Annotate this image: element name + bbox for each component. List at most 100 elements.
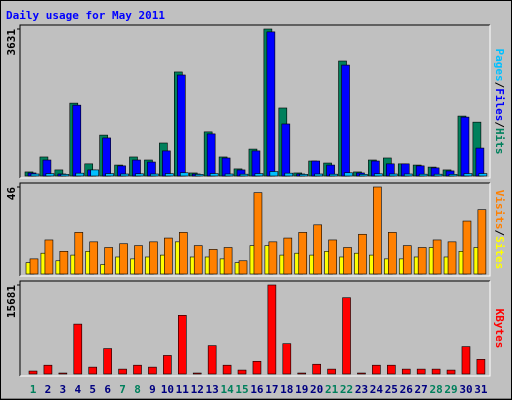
bar (180, 172, 189, 177)
chart-title: Daily usage for May 2011 (6, 9, 165, 22)
bar (387, 364, 396, 375)
x-tick-label: 9 (149, 383, 156, 396)
bar (417, 247, 427, 275)
x-tick-label: 23 (355, 383, 368, 396)
bar (194, 174, 204, 177)
bar (328, 239, 337, 275)
bar (179, 232, 188, 275)
bar (282, 343, 292, 375)
bar (58, 372, 68, 375)
x-tick-label: 18 (280, 383, 293, 396)
bar (119, 243, 128, 275)
bar (447, 241, 457, 275)
bar (88, 366, 98, 375)
y-tick-label: 15681 (5, 285, 18, 318)
bar (206, 133, 216, 177)
legend-entry: Hits (493, 128, 506, 155)
bar (148, 366, 157, 375)
bar (283, 237, 293, 275)
bar (342, 297, 351, 375)
bar (478, 173, 488, 177)
plot-bevel-dark (19, 182, 490, 276)
bar (177, 74, 186, 177)
x-tick-label: 13 (206, 383, 219, 396)
x-tick-label: 28 (429, 383, 442, 396)
bar (343, 247, 352, 275)
bar (133, 364, 142, 375)
bar (165, 173, 174, 177)
legend-entry: Files (493, 88, 506, 121)
bar (359, 174, 368, 177)
x-tick-label: 25 (385, 383, 398, 396)
bar (329, 173, 338, 177)
x-tick-label: 11 (176, 383, 190, 396)
x-tick-label: 15 (235, 383, 248, 396)
bar (402, 245, 412, 275)
bar (89, 241, 99, 275)
bar (74, 232, 84, 275)
x-tick-label: 20 (310, 383, 323, 396)
bar (476, 359, 486, 375)
legend-separator: / (493, 230, 506, 237)
bar (163, 355, 172, 375)
bar (30, 173, 40, 177)
bar (45, 173, 55, 177)
x-tick-label: 17 (265, 383, 278, 396)
bar (460, 116, 470, 177)
bar (267, 284, 277, 375)
bar (299, 174, 309, 177)
bar (162, 150, 171, 177)
bar (149, 241, 158, 275)
x-tick-label: 8 (134, 383, 141, 396)
bar (59, 251, 69, 275)
bar (433, 173, 443, 177)
bar (266, 31, 276, 177)
bar (90, 169, 100, 177)
bar (314, 173, 323, 177)
bar (344, 172, 353, 177)
bar (164, 237, 173, 275)
x-tick-label: 12 (191, 383, 204, 396)
x-tick-label: 31 (474, 383, 488, 396)
bar (60, 174, 70, 177)
bar (401, 368, 411, 375)
bar (193, 245, 203, 275)
bar (43, 364, 53, 375)
bar (372, 364, 381, 375)
bar (221, 157, 231, 177)
bar (431, 368, 441, 375)
bar (224, 173, 234, 177)
bar (104, 247, 113, 275)
legend: Visits/Sites (493, 190, 506, 270)
bar (135, 173, 144, 177)
bar (268, 241, 278, 275)
legend-entry: Sites (493, 236, 506, 269)
bar (134, 245, 143, 275)
bar (463, 173, 473, 177)
bar (281, 123, 291, 177)
x-tick-label: 10 (161, 383, 174, 396)
bar (475, 147, 485, 177)
x-tick-label: 2 (45, 383, 52, 396)
bar (462, 220, 472, 275)
x-tick-label: 24 (370, 383, 384, 396)
bar (44, 239, 54, 275)
x-tick-label: 19 (295, 383, 308, 396)
plot-bevel-light (20, 183, 491, 277)
bar (254, 173, 264, 177)
bar (237, 369, 247, 375)
bar (477, 209, 487, 275)
plot-bevel-light (20, 281, 491, 377)
bar (448, 174, 458, 177)
bar (389, 173, 398, 177)
bar (208, 249, 218, 275)
bar (312, 363, 321, 375)
bar (118, 368, 127, 375)
x-tick-label: 22 (340, 383, 353, 396)
legend: Pages/Files/Hits (493, 49, 506, 155)
legend-separator: / (493, 121, 506, 128)
bar (120, 173, 129, 177)
x-tick-label: 1 (30, 383, 37, 396)
x-tick-label: 21 (325, 383, 339, 396)
bar (222, 364, 232, 375)
